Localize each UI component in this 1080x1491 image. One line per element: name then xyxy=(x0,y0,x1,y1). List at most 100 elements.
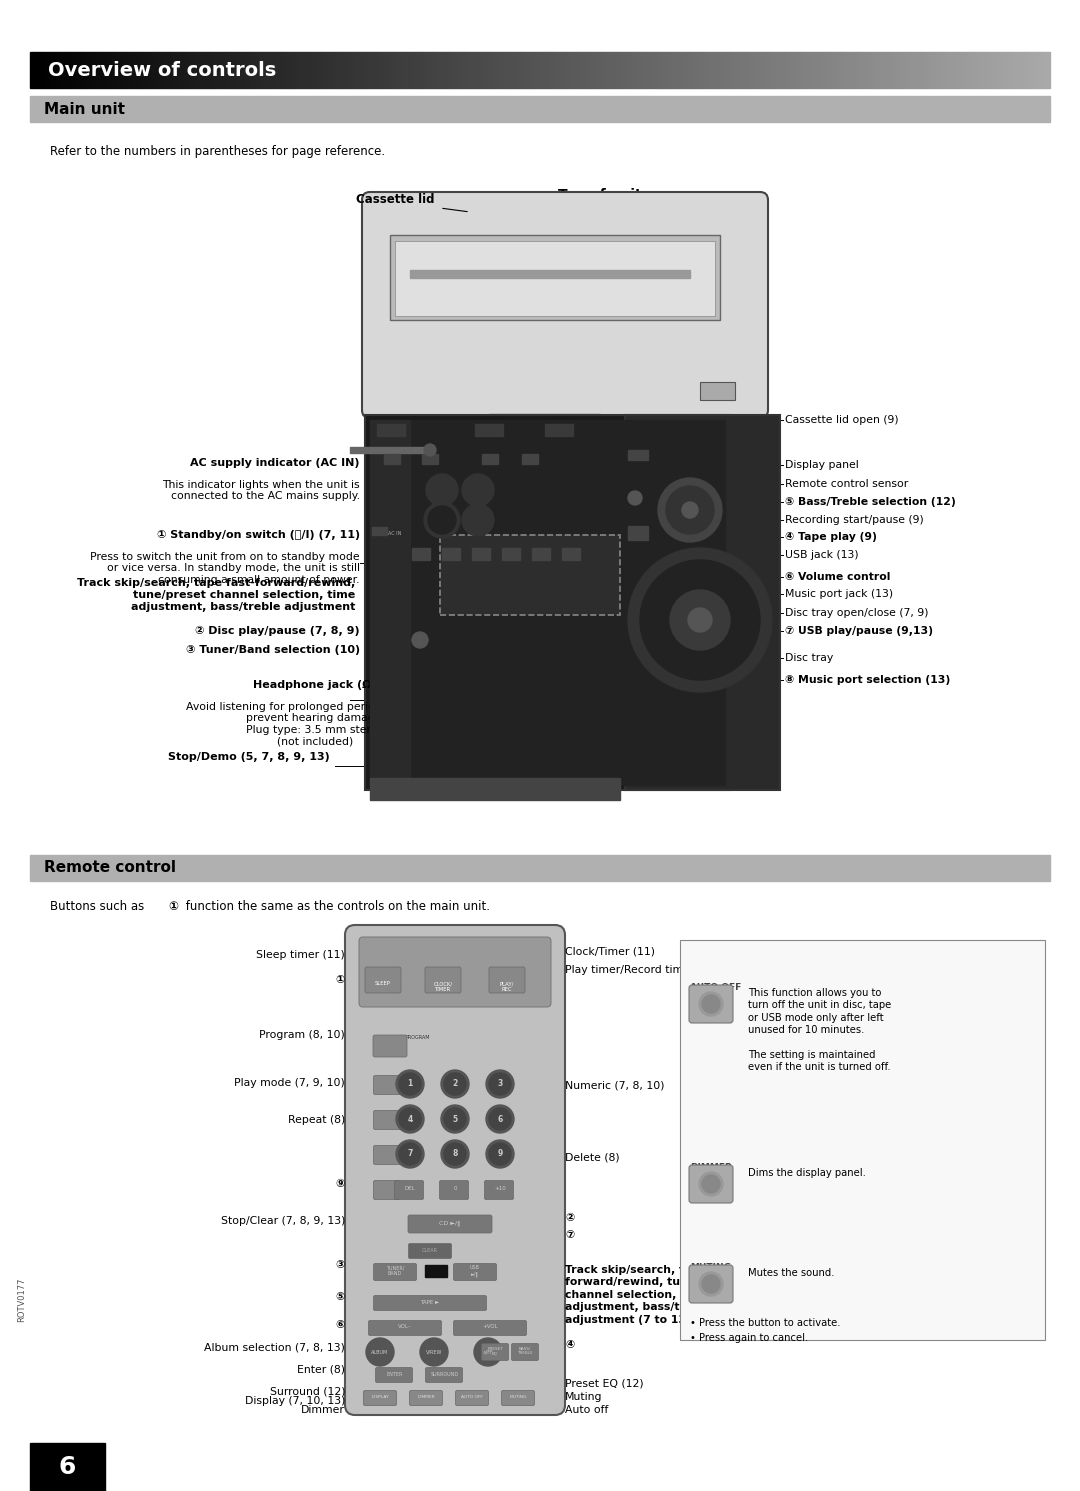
Bar xyxy=(489,52,495,88)
Circle shape xyxy=(640,561,760,680)
Text: function the same as the controls on the main unit.: function the same as the controls on the… xyxy=(183,901,490,912)
Circle shape xyxy=(666,486,714,534)
Bar xyxy=(948,52,954,88)
Text: +10: +10 xyxy=(495,1187,505,1191)
Text: ⑦ USB play/pause (9,13): ⑦ USB play/pause (9,13) xyxy=(785,626,933,637)
Bar xyxy=(76,52,81,88)
FancyBboxPatch shape xyxy=(374,1181,401,1199)
Circle shape xyxy=(699,1272,723,1296)
Circle shape xyxy=(399,1144,421,1164)
FancyBboxPatch shape xyxy=(689,1264,733,1303)
Text: Dimmer: Dimmer xyxy=(301,1405,345,1415)
Bar xyxy=(377,52,382,88)
Bar xyxy=(402,52,407,88)
FancyBboxPatch shape xyxy=(440,1181,469,1199)
Text: Display panel: Display panel xyxy=(785,461,859,470)
Bar xyxy=(862,52,866,88)
Bar xyxy=(958,52,963,88)
Bar xyxy=(514,52,519,88)
FancyBboxPatch shape xyxy=(374,1145,401,1164)
Bar xyxy=(1029,52,1035,88)
Bar xyxy=(351,52,356,88)
Bar xyxy=(943,52,948,88)
Bar xyxy=(611,52,617,88)
Circle shape xyxy=(399,1074,421,1094)
Text: TAPE ►: TAPE ► xyxy=(420,1300,440,1305)
Bar xyxy=(978,52,984,88)
Bar xyxy=(917,52,922,88)
Bar xyxy=(662,52,667,88)
Bar xyxy=(499,52,504,88)
Bar xyxy=(555,52,561,88)
Bar xyxy=(602,52,606,88)
Bar xyxy=(872,52,877,88)
Bar xyxy=(933,52,937,88)
Circle shape xyxy=(474,1337,502,1366)
Bar xyxy=(392,52,397,88)
Bar xyxy=(881,52,887,88)
Bar xyxy=(426,1264,447,1276)
Bar xyxy=(561,52,566,88)
Circle shape xyxy=(688,608,712,632)
Text: Numeric (7, 8, 10): Numeric (7, 8, 10) xyxy=(565,1079,664,1090)
Circle shape xyxy=(441,1141,469,1167)
Text: 6: 6 xyxy=(63,1485,71,1491)
Bar xyxy=(1014,52,1020,88)
FancyBboxPatch shape xyxy=(689,1164,733,1203)
Bar xyxy=(984,52,989,88)
Text: AC IN: AC IN xyxy=(388,531,402,535)
FancyBboxPatch shape xyxy=(485,1181,513,1199)
Bar xyxy=(86,52,91,88)
Circle shape xyxy=(444,1144,465,1164)
Text: 2: 2 xyxy=(453,1079,458,1088)
FancyBboxPatch shape xyxy=(373,1035,407,1057)
Bar xyxy=(158,52,163,88)
Bar xyxy=(407,52,413,88)
FancyBboxPatch shape xyxy=(408,1215,492,1233)
Bar xyxy=(902,52,907,88)
Bar xyxy=(127,52,132,88)
Bar xyxy=(617,52,622,88)
FancyBboxPatch shape xyxy=(362,192,768,417)
Bar xyxy=(433,52,438,88)
Bar xyxy=(922,52,928,88)
Text: This function allows you to
turn off the unit in disc, tape
or USB mode only aft: This function allows you to turn off the… xyxy=(748,989,891,1072)
Bar xyxy=(152,52,158,88)
Text: Sleep timer (11): Sleep timer (11) xyxy=(256,950,345,960)
Bar xyxy=(989,52,994,88)
Bar xyxy=(372,526,387,535)
Bar xyxy=(789,52,795,88)
Bar xyxy=(708,52,714,88)
Text: Album selection (7, 8, 13): Album selection (7, 8, 13) xyxy=(204,1342,345,1352)
Bar xyxy=(143,52,147,88)
Bar xyxy=(774,52,780,88)
Text: PLAY MODE: PLAY MODE xyxy=(375,1077,403,1082)
Bar xyxy=(973,52,978,88)
Bar xyxy=(545,52,550,88)
FancyBboxPatch shape xyxy=(374,1111,401,1130)
Bar xyxy=(350,447,430,453)
Bar xyxy=(683,52,688,88)
Text: ⑧ Music port selection (13): ⑧ Music port selection (13) xyxy=(785,675,950,684)
Bar xyxy=(30,95,1050,122)
Text: V/REW: V/REW xyxy=(426,1349,442,1354)
Text: Enter (8): Enter (8) xyxy=(297,1364,345,1375)
Bar xyxy=(831,52,836,88)
Text: Delete (8): Delete (8) xyxy=(565,1153,620,1161)
Bar xyxy=(341,52,347,88)
Text: ② Disc play/pause (7, 8, 9): ② Disc play/pause (7, 8, 9) xyxy=(195,626,360,637)
Bar xyxy=(718,52,724,88)
Bar xyxy=(117,52,122,88)
Text: Mutes the sound.: Mutes the sound. xyxy=(748,1267,835,1278)
Circle shape xyxy=(426,474,458,505)
Bar xyxy=(440,535,620,614)
Bar xyxy=(66,52,71,88)
Text: Program (8, 10): Program (8, 10) xyxy=(259,1030,345,1041)
Text: ⑦: ⑦ xyxy=(565,1230,575,1241)
Bar xyxy=(1035,52,1040,88)
Text: MUTING: MUTING xyxy=(690,1263,731,1272)
Circle shape xyxy=(424,502,460,538)
Bar xyxy=(377,423,405,435)
Text: ①: ① xyxy=(168,901,178,912)
Circle shape xyxy=(670,590,730,650)
